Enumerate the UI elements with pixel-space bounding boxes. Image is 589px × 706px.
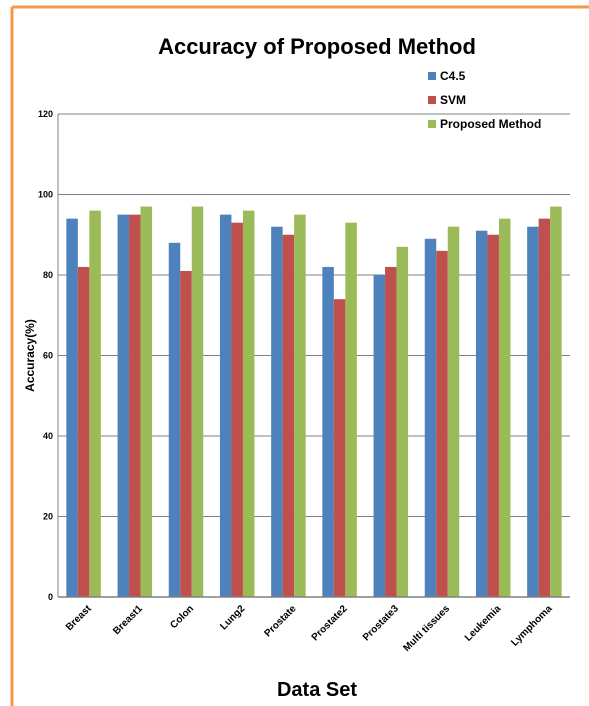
bar-c4-5-prostate3: [373, 275, 386, 597]
bars: [66, 206, 562, 598]
bar-proposed-method-breast: [89, 210, 101, 597]
bar-c4-5-leukemia: [475, 230, 488, 597]
x-tick-label: Colon: [168, 603, 196, 631]
legend-label: Proposed Method: [440, 117, 541, 131]
legend-label: C4.5: [440, 69, 466, 83]
y-tick-label: 80: [43, 270, 53, 280]
bar-c4-5-prostate: [271, 226, 283, 597]
y-tick-label: 0: [48, 592, 53, 602]
legend: C4.5 SVM Proposed Method: [428, 69, 541, 131]
y-tick-label: 40: [43, 431, 53, 441]
legend-swatch: [428, 96, 436, 104]
bar-svm-breast1: [129, 214, 141, 597]
y-axis-title: Accuracy(%): [23, 319, 37, 392]
x-tick-label: Lung2: [218, 603, 247, 632]
x-tick-label: Breast1: [111, 603, 145, 637]
bar-c4-5-colon: [168, 242, 181, 598]
x-tick-label: Prostate: [262, 603, 298, 639]
bar-c4-5-breast1: [117, 214, 130, 597]
bar-proposed-method-breast1: [140, 206, 153, 597]
y-tick-label: 120: [38, 109, 53, 119]
x-tick-labels: Breast Breast1 Colon Lung2 Prostate Prostate2…: [64, 603, 555, 654]
legend-swatch: [428, 120, 436, 128]
x-tick-label: Multi tissues: [402, 603, 453, 654]
bar-svm-multi-tissues: [436, 250, 448, 597]
chart-title: Accuracy of Proposed Method: [158, 34, 476, 59]
bar-proposed-method-leukemia: [498, 218, 511, 597]
bar-c4-5-multi-tissues: [424, 238, 437, 597]
bar-svm-colon: [180, 270, 192, 597]
x-axis: [57, 114, 570, 598]
bar-proposed-method-prostate3: [396, 246, 409, 597]
x-tick-label: Prostate2: [310, 603, 350, 643]
bar-proposed-method-multi-tissues: [447, 226, 460, 597]
bar-proposed-method-colon: [191, 206, 204, 597]
bar-c4-5-breast: [66, 218, 78, 597]
bar-c4-5-lung2: [219, 214, 232, 597]
bar-svm-prostate: [282, 234, 295, 597]
bar-svm-prostate2: [333, 299, 346, 597]
bar-svm-breast: [77, 266, 90, 597]
bar-proposed-method-lymphoma: [550, 206, 562, 597]
bar-proposed-method-prostate2: [345, 222, 357, 598]
x-tick-label: Prostate3: [361, 603, 401, 643]
bar-proposed-method-prostate: [294, 214, 306, 597]
bar-svm-lymphoma: [538, 218, 551, 597]
legend-label: SVM: [440, 93, 466, 107]
bar-proposed-method-lung2: [242, 210, 255, 597]
x-axis-title: Data Set: [277, 679, 357, 701]
x-tick-label: Leukemia: [463, 603, 504, 644]
y-tick-labels: 0 20 40 60 80 100 120: [38, 109, 53, 602]
y-tick-label: 100: [38, 190, 53, 200]
y-tick-label: 20: [43, 512, 53, 522]
bar-svm-leukemia: [487, 234, 499, 597]
bar-c4-5-prostate2: [322, 266, 334, 597]
x-tick-label: Lymphoma: [509, 603, 555, 649]
y-tick-label: 60: [43, 351, 53, 361]
bar-c4-5-lymphoma: [527, 226, 539, 597]
bar-svm-prostate3: [385, 266, 397, 597]
bar-svm-lung2: [231, 222, 243, 598]
x-tick-label: Breast: [64, 603, 94, 633]
legend-swatch: [428, 72, 436, 80]
